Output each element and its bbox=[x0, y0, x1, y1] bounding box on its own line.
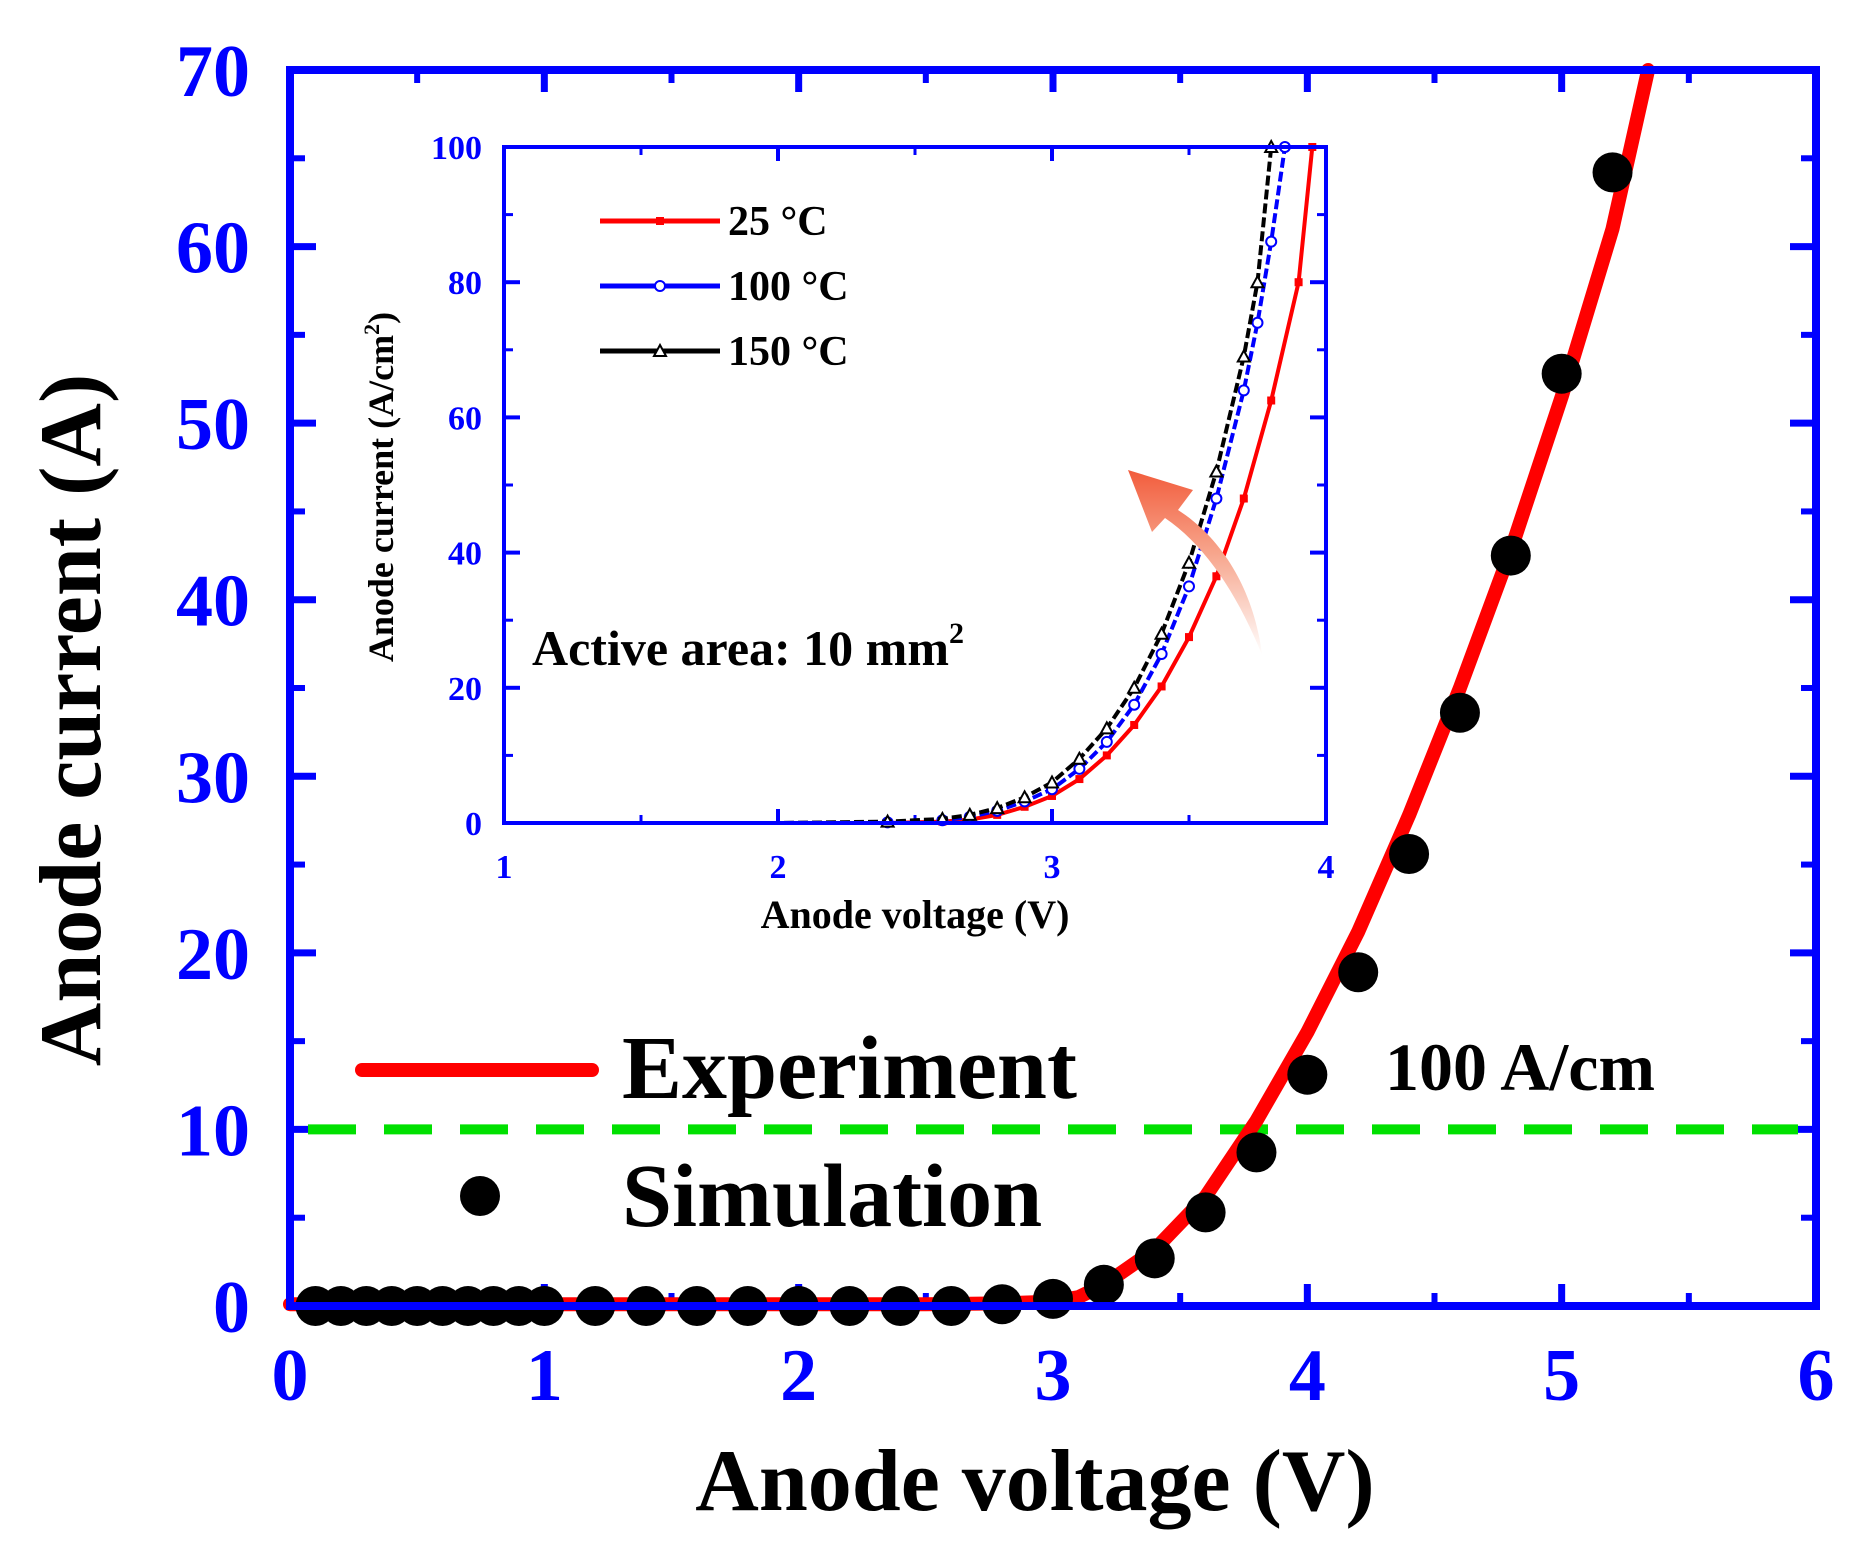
main-x-tick-label: 0 bbox=[272, 1335, 309, 1417]
main-y-tick-label: 0 bbox=[213, 1267, 250, 1349]
simulation-point bbox=[1541, 353, 1582, 394]
inset-legend-marker-s100 bbox=[654, 280, 666, 292]
main-plot-frame bbox=[286, 66, 1820, 1310]
inset-x-axis-title: Anode voltage (V) bbox=[761, 892, 1070, 937]
inset-y-tick-label: 60 bbox=[448, 400, 482, 437]
legend-experiment-label: Experiment bbox=[622, 1019, 1077, 1118]
main-y-tick-label: 70 bbox=[176, 31, 250, 113]
inset-point-s100 bbox=[1073, 762, 1086, 775]
inset-point-s150 bbox=[962, 806, 978, 821]
active-area-sup: 2 bbox=[949, 617, 964, 650]
inset-point-s150 bbox=[1181, 554, 1197, 569]
main-x-tick-label: 3 bbox=[1035, 1335, 1072, 1417]
inset-legend-label-25: 25 °C bbox=[728, 199, 828, 245]
simulation-point bbox=[1287, 1054, 1328, 1095]
inset-x-tick-label: 1 bbox=[496, 849, 513, 886]
inset-point-s150 bbox=[1099, 720, 1115, 735]
legend-simulation-label: Simulation bbox=[622, 1147, 1042, 1246]
simulation-point bbox=[1236, 1132, 1277, 1173]
main-y-tick-label: 40 bbox=[176, 561, 250, 643]
inset-point-s25 bbox=[1102, 751, 1111, 760]
inset-y-axis-title-close: ) bbox=[361, 312, 401, 324]
inset-y-axis-title-sup: 2 bbox=[359, 324, 384, 335]
inset-point-s25 bbox=[1075, 775, 1084, 784]
inset-y-axis-title: Anode current (A/cm2) bbox=[359, 312, 401, 662]
inset-point-s25 bbox=[1048, 791, 1056, 800]
inset-background bbox=[504, 147, 1326, 823]
threshold-label-text: 100 A/cm bbox=[1385, 1029, 1655, 1105]
main-y-axis-title: Anode current (A) bbox=[23, 374, 120, 1066]
inset-point-s150 bbox=[1071, 750, 1088, 765]
inset-point-s100 bbox=[1210, 492, 1223, 505]
simulation-point bbox=[1389, 833, 1430, 874]
legend-simulation-marker bbox=[460, 1176, 500, 1216]
inset-legend-label-150: 150 °C bbox=[728, 329, 849, 375]
inset-point-s150 bbox=[989, 800, 1005, 815]
inset-point-s100 bbox=[1183, 580, 1195, 593]
inset-point-s100 bbox=[1128, 698, 1141, 711]
simulation-point bbox=[1033, 1278, 1073, 1319]
main-y-tick-label: 10 bbox=[176, 1090, 250, 1172]
threshold-label: 100 A/cm bbox=[1385, 1029, 1655, 1105]
active-area-text: Active area: 10 mm bbox=[532, 620, 949, 676]
main-x-tick-label: 2 bbox=[780, 1335, 817, 1417]
simulation-point bbox=[1134, 1238, 1175, 1279]
inset-point-s25 bbox=[1185, 633, 1193, 642]
inset-x-tick-label: 2 bbox=[770, 849, 787, 886]
inset-plot-frame bbox=[502, 145, 1328, 825]
simulation-point bbox=[1185, 1192, 1226, 1233]
inset-y-tick-label: 0 bbox=[465, 806, 482, 843]
inset-y-axis-title-text: Anode current (A/cm bbox=[361, 335, 401, 662]
inset-point-s100 bbox=[1155, 648, 1168, 660]
main-y-tick-label: 20 bbox=[176, 914, 250, 996]
simulation-point bbox=[1439, 692, 1480, 733]
inset-point-s150 bbox=[1249, 274, 1266, 289]
inset-point-s150 bbox=[1208, 463, 1225, 478]
inset-legend-marker-s25 bbox=[656, 217, 664, 225]
simulation-point bbox=[1592, 152, 1633, 193]
main-legend: Experiment Simulation bbox=[355, 1019, 1077, 1246]
inset-point-s25 bbox=[1212, 572, 1221, 581]
inset-point-s25 bbox=[1239, 494, 1248, 503]
simulation-point bbox=[1083, 1264, 1124, 1305]
inset-point-s100 bbox=[1251, 316, 1264, 329]
inset-x-tick-label: 3 bbox=[1044, 849, 1061, 886]
main-x-tick-label: 6 bbox=[1798, 1335, 1835, 1417]
inset-point-s150 bbox=[1016, 789, 1033, 804]
inset-y-tick-label: 20 bbox=[448, 671, 482, 708]
inset-point-s100 bbox=[1237, 384, 1250, 397]
main-x-tick-label: 1 bbox=[526, 1335, 563, 1417]
temperature-arrow bbox=[1128, 470, 1262, 655]
inset-point-s100 bbox=[1100, 735, 1113, 748]
inset-point-s150 bbox=[1236, 348, 1252, 363]
inset-point-s25 bbox=[1294, 278, 1303, 287]
active-area-annotation: Active area: 10 mm2 bbox=[532, 617, 964, 676]
inset-x-tick-label: 4 bbox=[1318, 849, 1335, 886]
inset-point-s25 bbox=[1267, 396, 1276, 405]
inset-y-tick-label: 100 bbox=[431, 130, 482, 167]
simulation-point bbox=[1490, 535, 1531, 576]
main-x-tick-label: 5 bbox=[1543, 1335, 1580, 1417]
inset-point-s25 bbox=[1157, 682, 1166, 691]
inset-point-s150 bbox=[1044, 774, 1060, 789]
inset-point-s150 bbox=[1126, 679, 1142, 694]
inset-point-s150 bbox=[1153, 625, 1170, 640]
inset-legend-label-100: 100 °C bbox=[728, 264, 849, 310]
inset-point-s25 bbox=[1130, 720, 1139, 729]
simulation-point bbox=[1338, 952, 1379, 993]
inset-point-s100 bbox=[1265, 235, 1278, 248]
main-y-tick-label: 60 bbox=[176, 208, 250, 290]
inset-legend: 25 °C 100 °C 150 °C bbox=[600, 199, 849, 375]
main-y-tick-label: 50 bbox=[176, 384, 250, 466]
inset-y-tick-label: 80 bbox=[448, 265, 482, 302]
main-y-tick-label: 30 bbox=[176, 737, 250, 819]
inset-legend-marker-s150 bbox=[652, 342, 668, 357]
main-x-tick-label: 4 bbox=[1289, 1335, 1326, 1417]
main-x-axis-title: Anode voltage (V) bbox=[695, 1433, 1374, 1530]
inset-y-tick-label: 40 bbox=[448, 536, 482, 573]
